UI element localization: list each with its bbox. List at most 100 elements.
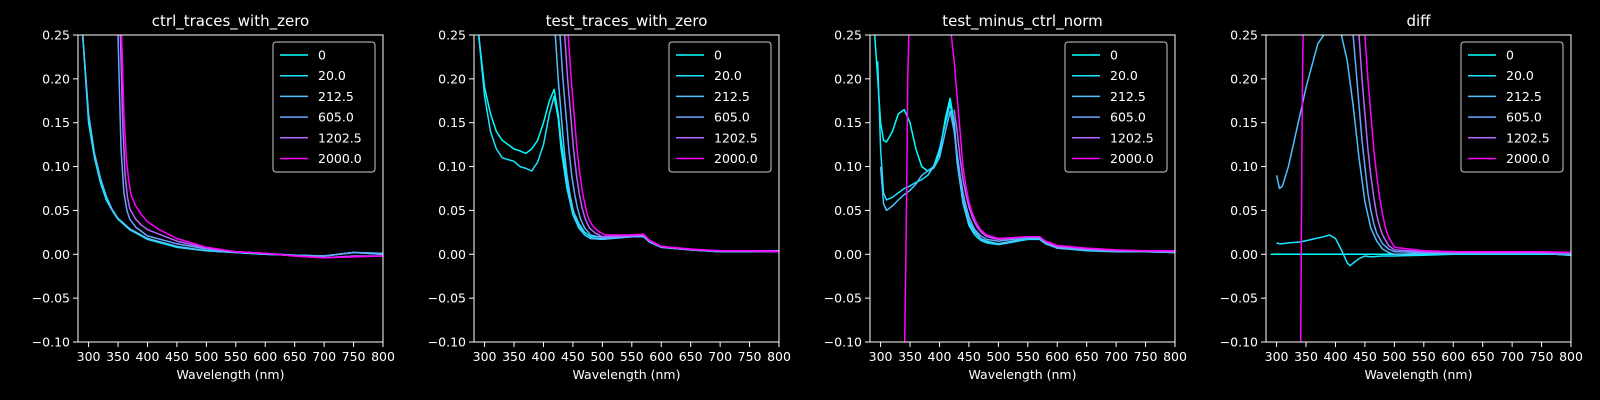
x-tick-label: 300 [1265, 349, 1289, 364]
y-tick-label: 0.10 [438, 159, 466, 174]
legend-label: 212.5 [714, 89, 750, 104]
y-tick-label: 0.10 [1230, 159, 1258, 174]
x-tick-label: 650 [283, 349, 307, 364]
y-tick-label: 0.15 [834, 115, 862, 130]
chart-panel-2: test_minus_ctrl_norm 300 350 400 450 500 550 60… [824, 12, 1187, 382]
legend-box [668, 41, 772, 173]
x-tick-label: 300 [77, 349, 101, 364]
series-line-605.0 [1352, 35, 1571, 256]
series-line-2000.0 [903, 35, 1175, 342]
x-tick-label: 650 [1471, 349, 1495, 364]
y-tick-label: 0.05 [438, 203, 466, 218]
y-tick-label: 0.20 [1230, 71, 1258, 86]
legend-label: 20.0 [318, 68, 346, 83]
x-tick-label: 750 [738, 349, 762, 364]
plot-frame [473, 34, 780, 343]
y-tick-label: −0.05 [32, 291, 70, 306]
x-tick-label: 700 [708, 349, 732, 364]
legend-label: 1202.5 [1110, 130, 1154, 145]
x-tick-label: 300 [473, 349, 497, 364]
legend-label: 605.0 [1110, 110, 1146, 125]
x-tick-label: 400 [136, 349, 160, 364]
x-axis-label: Wavelength (nm) [573, 367, 681, 382]
legend-label: 2000.0 [1506, 151, 1550, 166]
y-tick-label: 0.05 [834, 203, 862, 218]
y-tick-label: 0.05 [1230, 203, 1258, 218]
y-tick-label: 0.05 [42, 203, 70, 218]
legend-label: 212.5 [318, 89, 354, 104]
series-group [1270, 35, 1571, 342]
y-tick-label: −0.10 [1220, 335, 1258, 350]
chart-title: test_minus_ctrl_norm [942, 12, 1103, 31]
legend-label: 212.5 [1506, 89, 1542, 104]
x-tick-label: 650 [679, 349, 703, 364]
y-tick-label: 0.25 [42, 28, 70, 43]
legend-label: 605.0 [1506, 110, 1542, 125]
y-tick-label: 0.15 [42, 115, 70, 130]
legend-label: 0 [1110, 48, 1118, 63]
y-tick-label: 0.00 [438, 247, 466, 262]
y-tick-label: −0.10 [824, 335, 862, 350]
legend-label: 0 [714, 48, 722, 63]
legend-label: 20.0 [714, 68, 742, 83]
x-tick-label: 600 [1045, 349, 1069, 364]
y-tick-label: −0.05 [428, 291, 466, 306]
x-tick-label: 500 [194, 349, 218, 364]
x-tick-label: 400 [1324, 349, 1348, 364]
y-tick-label: −0.10 [428, 335, 466, 350]
x-tick-label: 550 [224, 349, 248, 364]
x-tick-label: 800 [371, 349, 395, 364]
x-tick-label: 650 [1075, 349, 1099, 364]
series-line-1202.5 [953, 109, 1175, 253]
series-line-1202.5 [1358, 35, 1571, 254]
x-tick-label: 450 [165, 349, 189, 364]
series-line-20.0 [1276, 234, 1571, 267]
legend-label: 605.0 [714, 110, 750, 125]
legend: 0 20.0 212.5 605.0 1202.5 2000.0 [1064, 41, 1168, 173]
x-axis-label: Wavelength (nm) [969, 367, 1077, 382]
y-tick-label: 0.15 [438, 115, 466, 130]
y-tick-label: 0.25 [438, 28, 466, 43]
x-tick-label: 600 [253, 349, 277, 364]
series-group [477, 35, 779, 253]
y-tick-label: 0.20 [438, 71, 466, 86]
chart-title: test_traces_with_zero [546, 12, 708, 31]
y-tick-label: −0.05 [1220, 291, 1258, 306]
chart-title: ctrl_traces_with_zero [152, 12, 309, 31]
x-tick-label: 350 [1294, 349, 1318, 364]
legend-label: 20.0 [1110, 68, 1138, 83]
x-tick-label: 550 [1412, 349, 1436, 364]
x-tick-label: 500 [986, 349, 1010, 364]
series-line-2000.0 [567, 35, 779, 253]
series-line-605.0 [117, 35, 383, 257]
series-line-1202.5 [563, 35, 779, 252]
legend-label: 1202.5 [318, 130, 362, 145]
legend-label: 20.0 [1506, 68, 1534, 83]
y-tick-label: 0.00 [1230, 247, 1258, 262]
x-tick-label: 700 [312, 349, 336, 364]
x-tick-label: 350 [502, 349, 526, 364]
x-tick-label: 600 [649, 349, 673, 364]
x-tick-label: 350 [106, 349, 130, 364]
x-tick-label: 350 [898, 349, 922, 364]
legend-box [1064, 41, 1168, 173]
legend-label: 0 [1506, 48, 1514, 63]
legend-label: 212.5 [1110, 89, 1146, 104]
y-tick-label: 0.10 [42, 159, 70, 174]
legend-box [1460, 41, 1564, 173]
x-tick-label: 800 [1163, 349, 1187, 364]
y-tick-label: 0.00 [42, 247, 70, 262]
x-axis-label: Wavelength (nm) [177, 367, 285, 382]
series-line-212.5 [1275, 35, 1571, 256]
x-axis-label: Wavelength (nm) [1365, 367, 1473, 382]
y-tick-label: −0.10 [32, 335, 70, 350]
legend-label: 1202.5 [714, 130, 758, 145]
x-tick-label: 750 [1530, 349, 1554, 364]
legend: 0 20.0 212.5 605.0 1202.5 2000.0 [1460, 41, 1564, 173]
x-tick-label: 800 [767, 349, 791, 364]
series-group [873, 35, 1175, 342]
y-tick-label: 0.20 [42, 71, 70, 86]
x-tick-label: 750 [1134, 349, 1158, 364]
